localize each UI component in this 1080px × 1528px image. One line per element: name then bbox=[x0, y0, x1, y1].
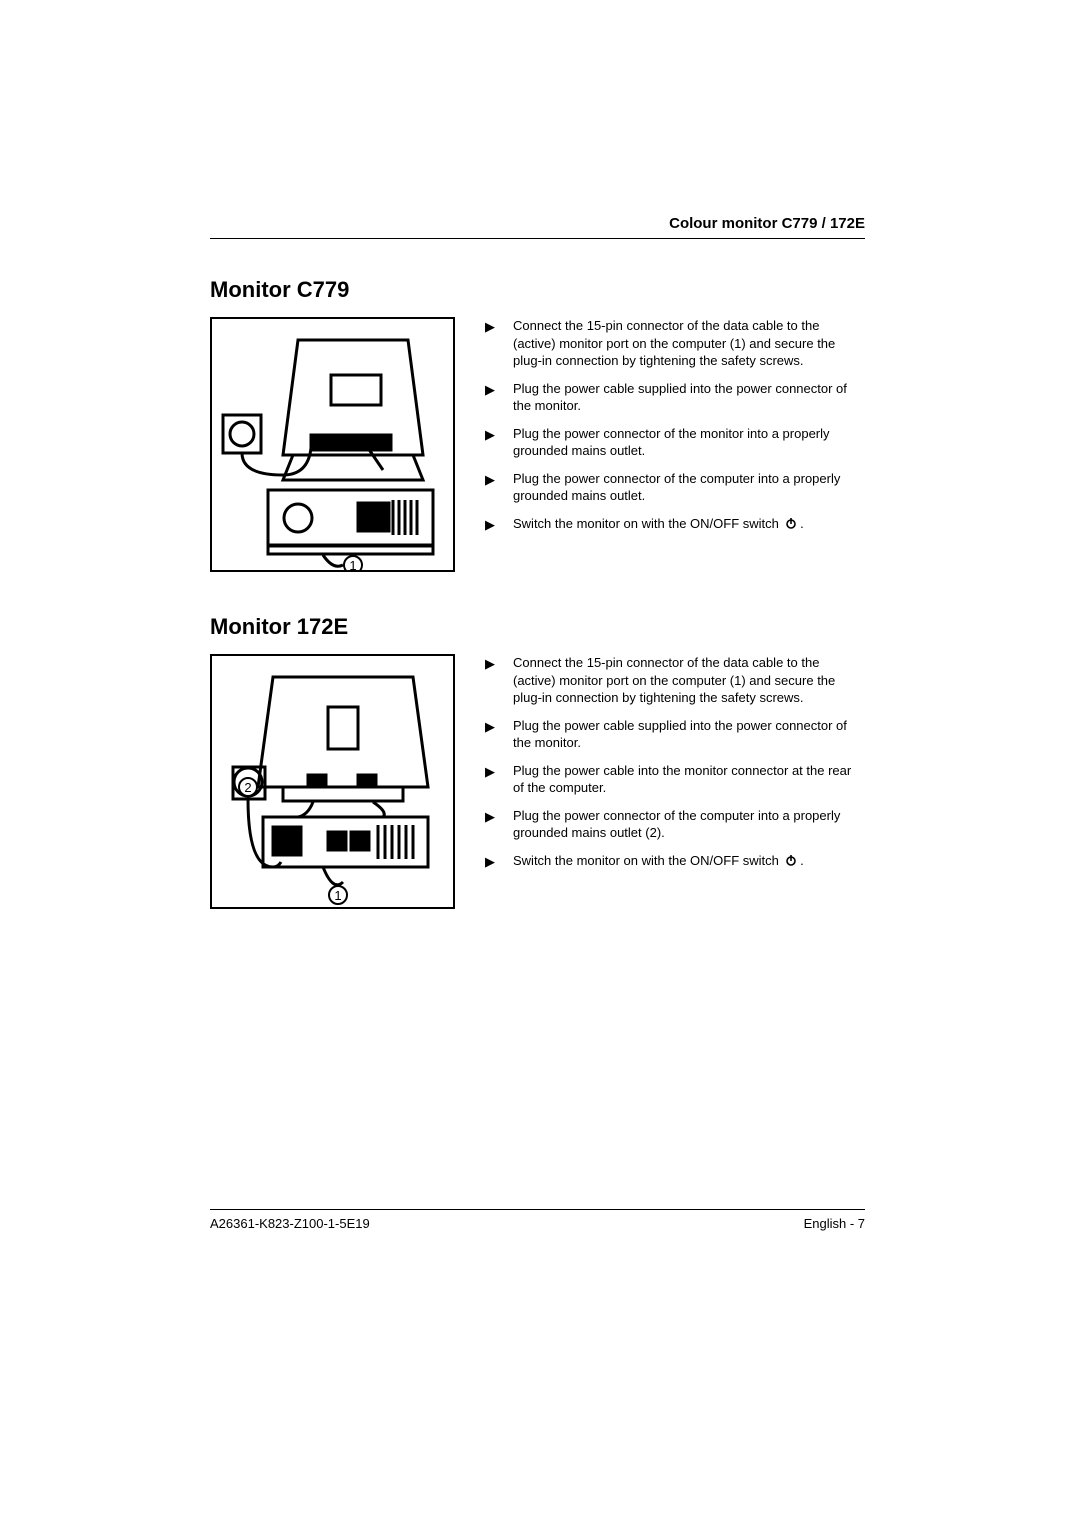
instruction-item: ▶ Plug the power connector of the monito… bbox=[485, 425, 865, 460]
instruction-item: ▶ Plug the power cable into the monitor … bbox=[485, 762, 865, 797]
bullet-icon: ▶ bbox=[485, 762, 513, 781]
instruction-item: ▶ Switch the monitor on with the ON/OFF … bbox=[485, 515, 865, 534]
bullet-icon: ▶ bbox=[485, 515, 513, 534]
page-header-right: Colour monitor C779 / 172E bbox=[210, 215, 865, 239]
instruction-text: Switch the monitor on with the ON/OFF sw… bbox=[513, 515, 865, 533]
instruction-text: Connect the 15-pin connector of the data… bbox=[513, 654, 865, 707]
svg-text:2: 2 bbox=[244, 780, 251, 795]
instruction-text: Switch the monitor on with the ON/OFF sw… bbox=[513, 852, 865, 870]
footer-page-label: English - 7 bbox=[804, 1216, 865, 1231]
instruction-item: ▶ Plug the power connector of the comput… bbox=[485, 807, 865, 842]
instructions-172e: ▶ Connect the 15-pin connector of the da… bbox=[485, 654, 865, 880]
instruction-text: Connect the 15-pin connector of the data… bbox=[513, 317, 865, 370]
power-icon bbox=[785, 516, 797, 534]
instruction-item: ▶ Plug the power cable supplied into the… bbox=[485, 380, 865, 415]
bullet-icon: ▶ bbox=[485, 470, 513, 489]
instruction-text-inner: Switch the monitor on with the ON/OFF sw… bbox=[513, 516, 779, 531]
bullet-icon: ▶ bbox=[485, 852, 513, 871]
bullet-icon: ▶ bbox=[485, 380, 513, 399]
instruction-text: Plug the power connector of the computer… bbox=[513, 470, 865, 505]
svg-text:1: 1 bbox=[334, 888, 341, 903]
figure-172e: 1 2 bbox=[210, 654, 455, 909]
bullet-icon: ▶ bbox=[485, 807, 513, 826]
instruction-item: ▶ Plug the power connector of the comput… bbox=[485, 470, 865, 505]
section-c779-row: 1 ▶ Connect the 15-pin connector of the … bbox=[210, 317, 865, 572]
figure-c779: 1 bbox=[210, 317, 455, 572]
bullet-icon: ▶ bbox=[485, 654, 513, 673]
figure-172e-svg: 1 2 bbox=[213, 657, 453, 907]
section-title-c779: Monitor C779 bbox=[210, 277, 865, 303]
figure-c779-svg: 1 bbox=[213, 320, 453, 570]
instruction-text-inner: Switch the monitor on with the ON/OFF sw… bbox=[513, 853, 779, 868]
instruction-item: ▶ Plug the power cable supplied into the… bbox=[485, 717, 865, 752]
instruction-text: Plug the power connector of the computer… bbox=[513, 807, 865, 842]
bullet-icon: ▶ bbox=[485, 717, 513, 736]
bullet-icon: ▶ bbox=[485, 425, 513, 444]
section-title-172e: Monitor 172E bbox=[210, 614, 865, 640]
instruction-text: Plug the power cable supplied into the p… bbox=[513, 380, 865, 415]
footer-doc-id: A26361-K823-Z100-1-5E19 bbox=[210, 1216, 370, 1231]
instruction-item: ▶ Connect the 15-pin connector of the da… bbox=[485, 317, 865, 370]
power-icon bbox=[785, 853, 797, 871]
instruction-item: ▶ Switch the monitor on with the ON/OFF … bbox=[485, 852, 865, 871]
instructions-c779: ▶ Connect the 15-pin connector of the da… bbox=[485, 317, 865, 543]
instruction-text: Plug the power cable into the monitor co… bbox=[513, 762, 865, 797]
section-172e-row: 1 2 ▶ Connect the 15-pin connector of th… bbox=[210, 654, 865, 909]
svg-text:1: 1 bbox=[349, 558, 356, 570]
instruction-item: ▶ Connect the 15-pin connector of the da… bbox=[485, 654, 865, 707]
bullet-icon: ▶ bbox=[485, 317, 513, 336]
instruction-text: Plug the power connector of the monitor … bbox=[513, 425, 865, 460]
page-footer: A26361-K823-Z100-1-5E19 English - 7 bbox=[210, 1209, 865, 1231]
instruction-text: Plug the power cable supplied into the p… bbox=[513, 717, 865, 752]
